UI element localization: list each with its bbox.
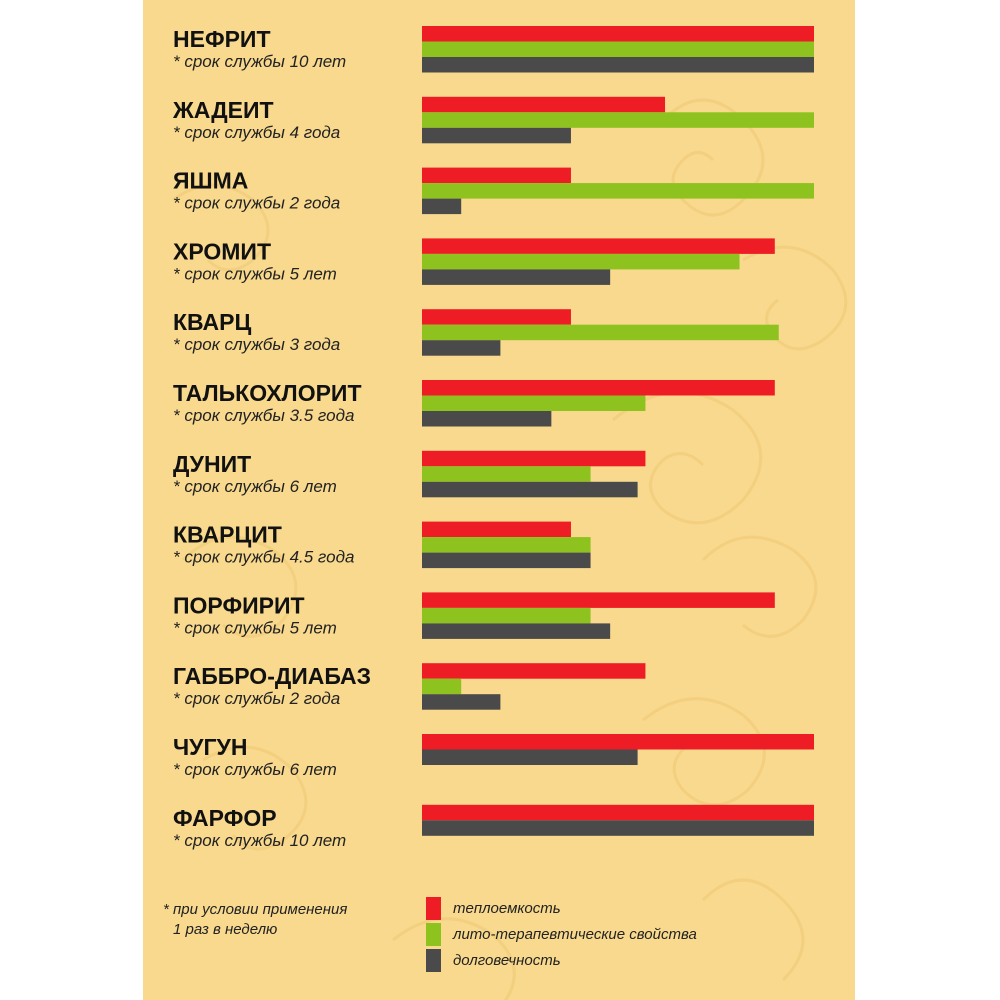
chart-row: КВАРЦ* срок службы 3 года (173, 309, 779, 356)
category-note: * срок службы 5 лет (173, 618, 337, 637)
bar-durability (422, 749, 638, 765)
bar-heat_capacity (422, 734, 814, 750)
legend-label: теплоемкость (453, 900, 561, 917)
chart-row: ЖАДЕИТ* срок службы 4 года (172, 96, 814, 144)
bar-heat_capacity (422, 309, 571, 325)
bar-durability (422, 57, 814, 73)
chart-row: КВАРЦИТ* срок службы 4.5 года (173, 521, 591, 569)
category-note: * срок службы 4 года (173, 123, 340, 142)
bar-heat_capacity (422, 96, 666, 113)
poster: НЕФРИТ * срок службы 10 лет ЖАДЕИТ * срок с… (143, 0, 855, 1000)
category-note: * срок службы 2 года (173, 689, 340, 708)
bar-durability (422, 198, 462, 215)
category-name: НЕФРИТ (173, 26, 271, 52)
legend-item: долговечность (426, 949, 561, 972)
bar-heat_capacity (422, 663, 646, 679)
bar-therapeutic (422, 466, 591, 482)
legend-swatch (426, 897, 441, 920)
bar-heat_capacity (422, 592, 775, 608)
bar-durability (422, 552, 591, 569)
category-note: * срок службы 10 лет (173, 831, 346, 850)
category-name: ЖАДЕИТ (172, 97, 274, 123)
bar-therapeutic (422, 41, 814, 57)
bar-therapeutic (422, 537, 591, 553)
footnote: * при условии применения 1 раз в неделю (163, 901, 347, 938)
category-name: ХРОМИТ (173, 238, 271, 264)
bar-heat_capacity (422, 26, 814, 42)
bar-durability (422, 820, 814, 836)
bar-durability (422, 269, 611, 285)
chart-row: ХРОМИТ* срок службы 5 лет (173, 238, 775, 285)
bar-durability (422, 694, 501, 710)
category-name: ТАЛЬКОХЛОРИТ (173, 380, 362, 406)
footnote-line-1: * при условии применения (163, 901, 347, 918)
category-note: * срок службы 4.5 года (173, 548, 354, 567)
chart-row: ГАББРО-ДИАБАЗ* срок службы 2 года (173, 663, 646, 710)
category-note: * срок службы 6 лет (173, 760, 337, 779)
category-name: ПОРФИРИТ (173, 592, 305, 618)
category-name: КВАРЦ (173, 309, 251, 335)
bar-therapeutic (422, 395, 646, 411)
bar-heat_capacity (422, 804, 814, 821)
bar-heat_capacity (422, 521, 571, 538)
category-note: * срок службы 10 лет (173, 52, 346, 71)
legend-label: лито-терапевтические свойства (452, 926, 697, 943)
bar-therapeutic (422, 112, 814, 128)
bar-therapeutic (422, 678, 462, 695)
chart-row: ЧУГУН* срок службы 6 лет (173, 734, 814, 779)
bar-therapeutic (422, 324, 779, 341)
bar-therapeutic (422, 253, 740, 270)
bar-heat_capacity (422, 238, 775, 254)
footnote-line-2: 1 раз в неделю (173, 921, 277, 938)
category-note: * срок службы 3 года (173, 335, 340, 354)
category-name: ДУНИТ (173, 451, 251, 477)
legend-swatch (426, 949, 441, 972)
chart-row: ФАРФОР* срок службы 10 лет (173, 804, 814, 850)
legend-item: теплоемкость (426, 897, 561, 920)
legend-label: долговечность (453, 952, 561, 969)
bar-heat_capacity (422, 450, 646, 467)
category-name: ФАРФОР (173, 805, 277, 831)
bar-heat_capacity (422, 167, 571, 184)
category-name: ГАББРО-ДИАБАЗ (173, 663, 371, 689)
chart-row: ДУНИТ* срок службы 6 лет (173, 450, 646, 498)
chart-row: ТАЛЬКОХЛОРИТ* срок службы 3.5 года (173, 380, 775, 427)
category-note: * срок службы 2 года (173, 194, 340, 213)
bar-therapeutic (422, 183, 814, 199)
bar-durability (422, 340, 501, 356)
bar-durability (422, 481, 638, 498)
chart-row: ПОРФИРИТ* срок службы 5 лет (173, 592, 775, 639)
category-name: ЯШМА (173, 168, 248, 194)
legend: теплоемкость лито-терапевтические свойств… (426, 897, 697, 972)
category-note: * срок службы 6 лет (173, 477, 337, 496)
legend-swatch (426, 923, 441, 946)
bar-heat_capacity (422, 380, 775, 396)
category-name: ЧУГУН (173, 734, 247, 760)
bar-therapeutic (422, 607, 591, 624)
category-name: КВАРЦИТ (173, 522, 282, 548)
chart-row: НЕФРИТ* срок службы 10 лет (173, 26, 814, 73)
category-note: * срок службы 3.5 года (173, 406, 354, 425)
bar-durability (422, 411, 552, 427)
chart-row: ЯШМА* срок службы 2 года (173, 167, 814, 215)
bar-durability (422, 127, 571, 144)
category-note: * срок службы 5 лет (173, 264, 337, 283)
legend-item: лито-терапевтические свойства (426, 923, 697, 946)
bar-durability (422, 623, 611, 639)
